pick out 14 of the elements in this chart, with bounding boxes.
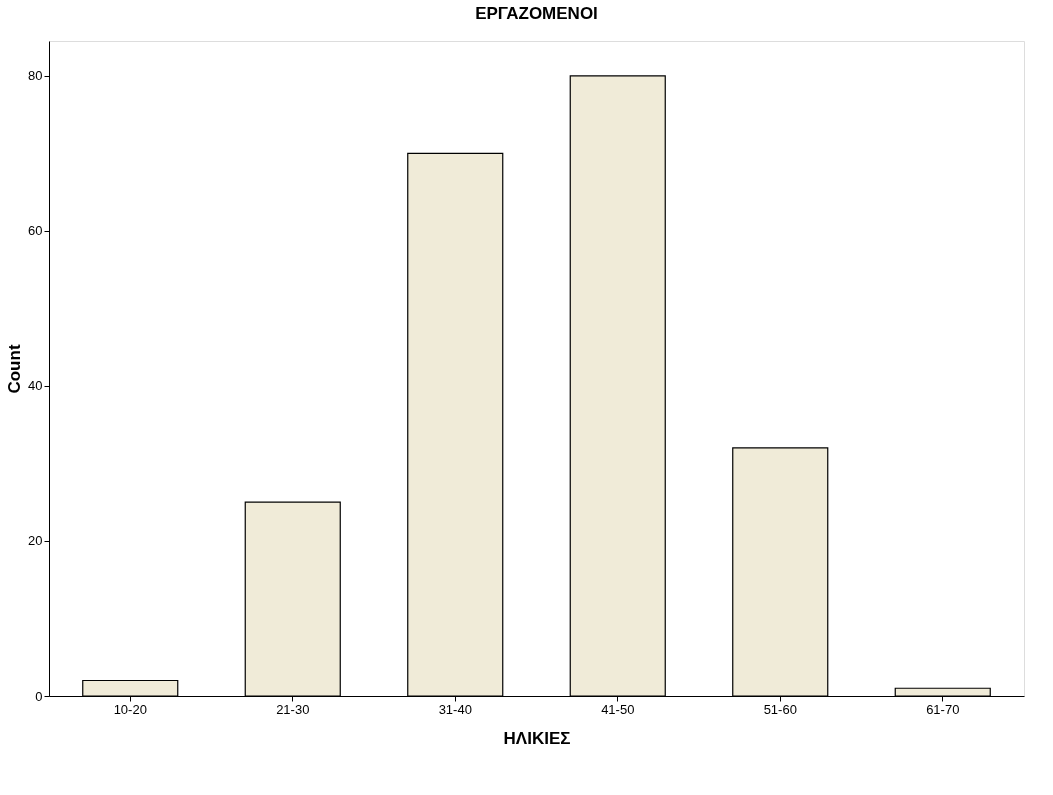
chart-title: ΕΡΓΑΖΟΜΕΝΟΙ — [475, 4, 598, 23]
x-tick-label: 51-60 — [763, 701, 797, 717]
y-tick-label: 80 — [28, 68, 43, 84]
x-tick-label: 10-20 — [113, 701, 147, 717]
x-tick-label: 31-40 — [438, 701, 472, 717]
x-tick-label: 21-30 — [276, 701, 310, 717]
y-tick-label: 60 — [28, 223, 43, 239]
x-tick-label: 61-70 — [926, 701, 960, 717]
y-tick-label: 20 — [28, 533, 43, 549]
x-tick-label: 41-50 — [601, 701, 635, 717]
y-tick-label: 40 — [28, 378, 43, 394]
x-axis-title: ΗΛΙΚΙΕΣ — [503, 728, 571, 748]
y-axis-title: Count — [5, 344, 25, 394]
y-tick-label: 0 — [35, 688, 43, 704]
